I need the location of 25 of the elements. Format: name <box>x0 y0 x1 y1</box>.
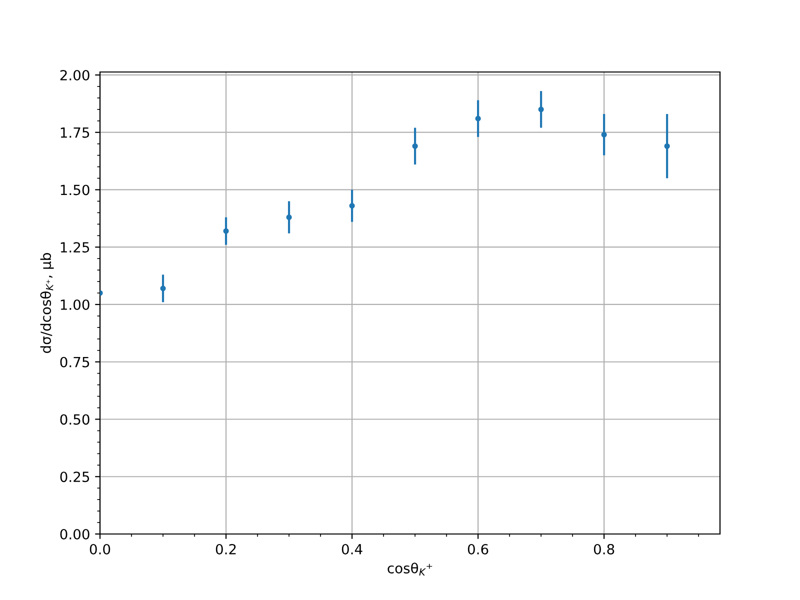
x-tick-label: 0.4 <box>342 544 362 554</box>
point <box>349 203 355 209</box>
y-tick-label: 0.50 <box>60 414 90 425</box>
y-tick-label: 0.25 <box>60 472 90 482</box>
point <box>160 286 166 292</box>
y-tick-label: 1.75 <box>60 128 90 138</box>
y-tick-label: 1.00 <box>60 299 90 310</box>
point <box>664 143 670 149</box>
y-tick-label: 0.75 <box>60 356 90 368</box>
x-axis-title: cosθ$_{K}$⁺ <box>388 562 432 576</box>
y-tick-label: 0.00 <box>60 528 90 540</box>
y-tick-label: 2.00 <box>60 70 90 80</box>
point <box>412 143 418 149</box>
point <box>475 116 481 122</box>
point <box>286 214 292 220</box>
point <box>223 228 229 234</box>
x-tick-label: 0.6 <box>468 544 488 554</box>
point <box>601 132 607 138</box>
y-tick-label: 1.25 <box>60 242 90 253</box>
x-tick-label: 0.8 <box>594 544 614 554</box>
point <box>538 106 544 112</box>
x-tick-label: 0.0 <box>90 544 110 554</box>
x-tick-label: 0.2 <box>216 544 236 554</box>
y-axis-title: dσ/dcosθ$_{K⁺}$, μb <box>40 253 54 353</box>
y-tick-label: 1.50 <box>60 184 90 196</box>
